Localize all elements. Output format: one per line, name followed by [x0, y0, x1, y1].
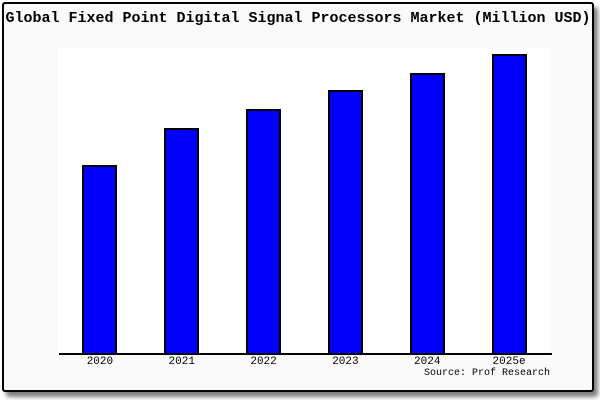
bars — [59, 48, 550, 353]
bar-slot — [386, 48, 468, 353]
x-axis-labels: 2020 2021 2022 2023 2024 2025e — [59, 356, 550, 369]
bar-2022 — [246, 109, 282, 353]
bar-slot — [59, 48, 141, 353]
bar-2025e — [491, 53, 527, 353]
plot-area — [59, 48, 550, 353]
bar-slot — [304, 48, 386, 353]
bar-slot — [223, 48, 305, 353]
bar-2021 — [164, 128, 200, 353]
bar-2023 — [327, 90, 363, 353]
source-note: Source: Prof Research — [423, 368, 550, 379]
chart-title: Global Fixed Point Digital Signal Proces… — [5, 10, 591, 27]
x-tick-label: 2023 — [332, 356, 359, 368]
x-tick-label: 2021 — [168, 356, 195, 368]
x-tick-label: 2025e — [492, 356, 526, 368]
chart-frame: Global Fixed Point Digital Signal Proces… — [2, 2, 594, 392]
x-tick-label: 2020 — [86, 356, 114, 368]
bar-slot — [141, 48, 223, 353]
bar-slot — [468, 48, 550, 353]
bar-2020 — [82, 164, 118, 353]
x-tick-label: 2024 — [414, 356, 441, 368]
x-tick-label: 2022 — [250, 356, 277, 368]
x-axis-line — [59, 353, 552, 355]
bar-2024 — [409, 72, 445, 353]
